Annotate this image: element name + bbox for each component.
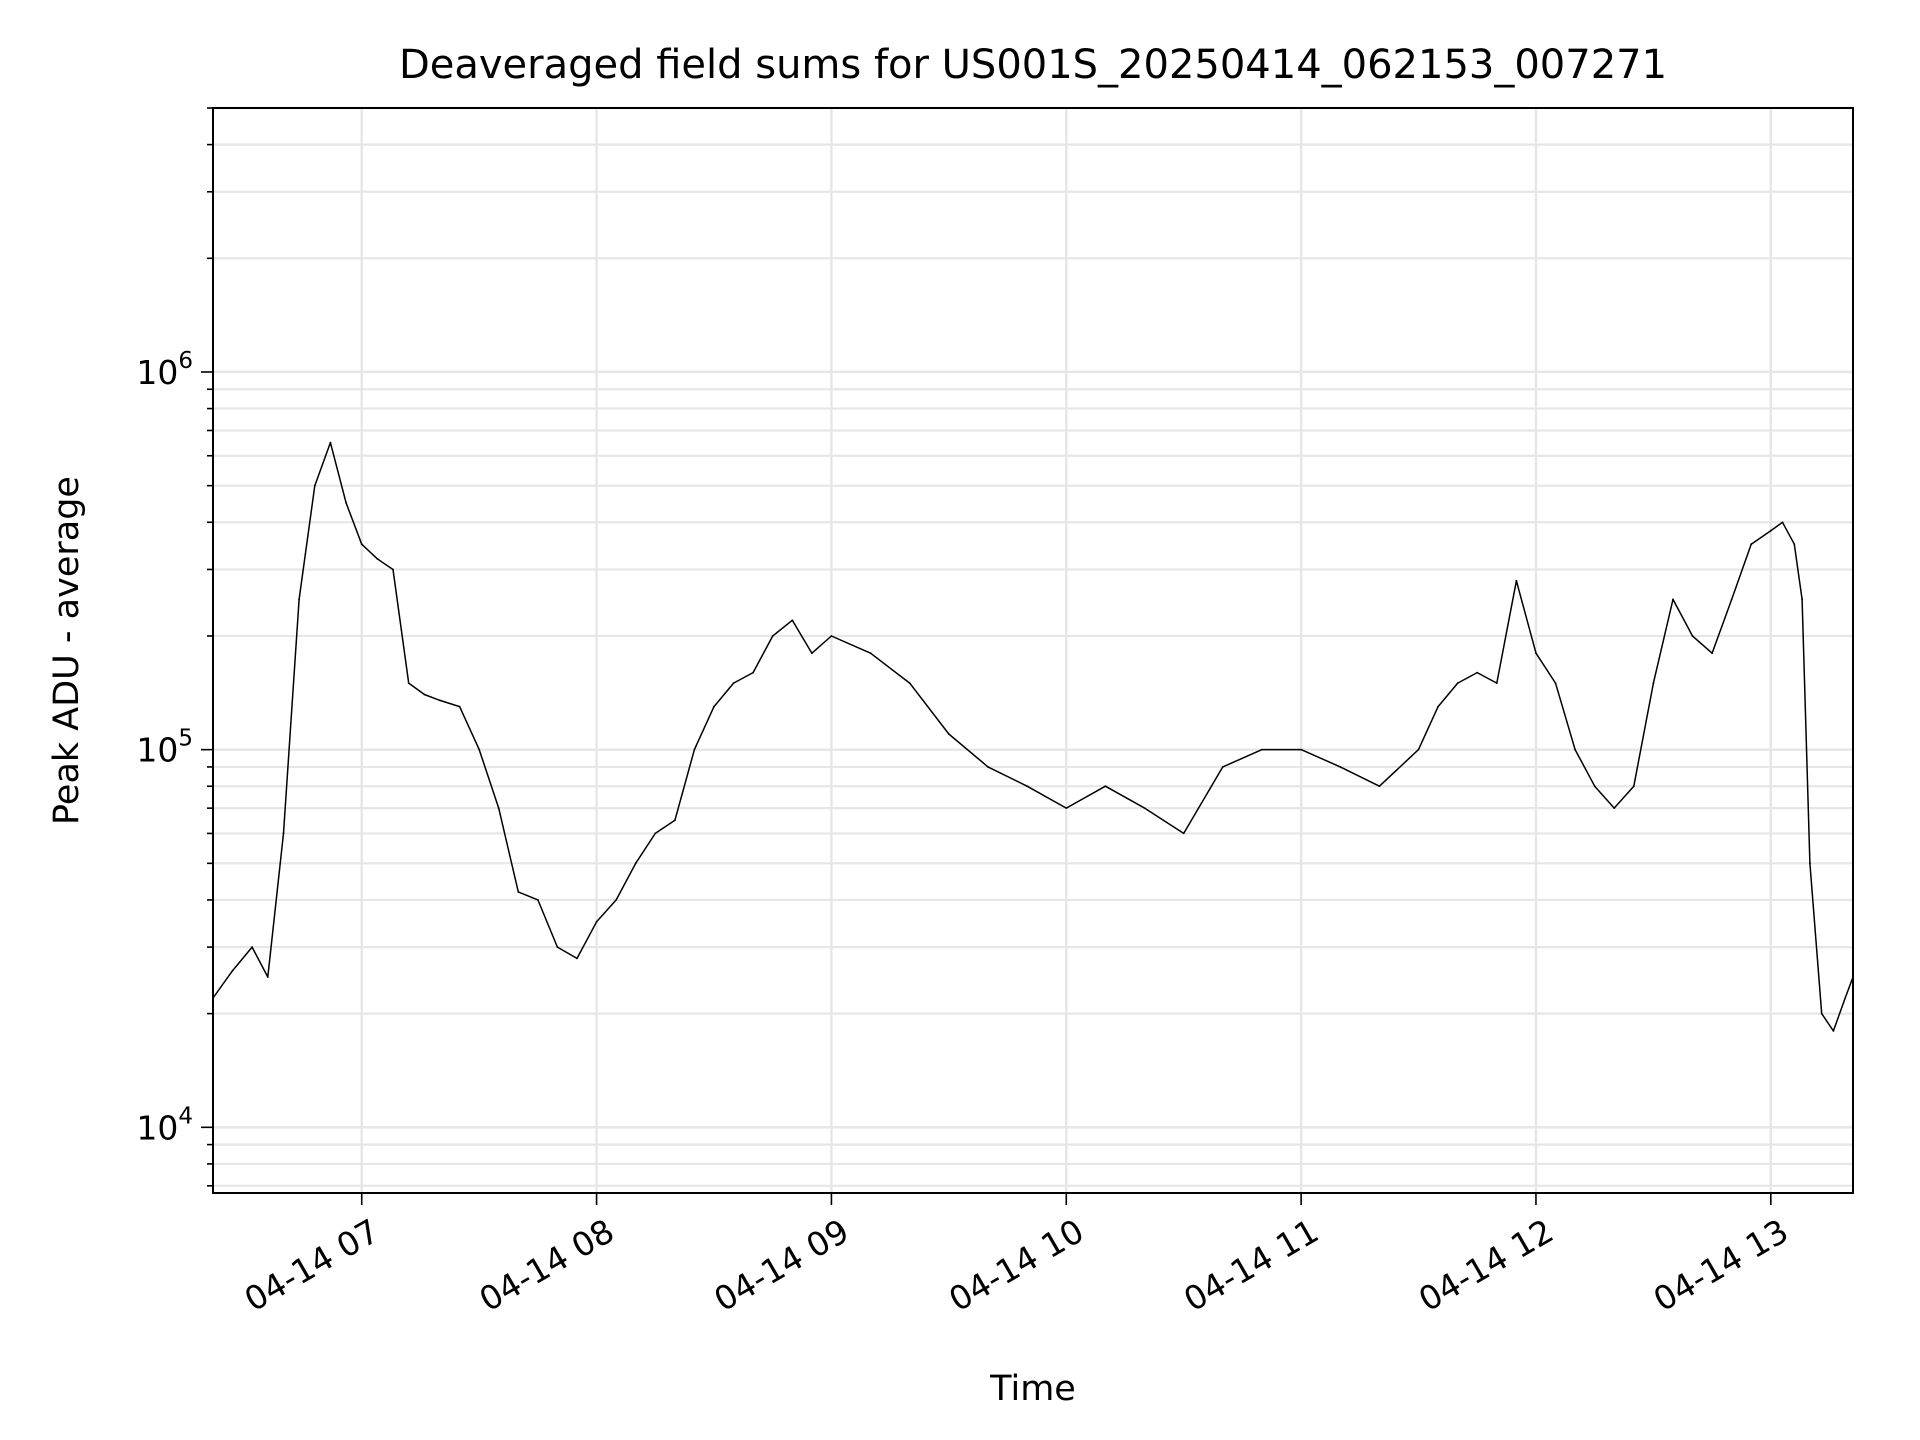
data-point xyxy=(791,619,794,622)
data-point xyxy=(1535,652,1537,655)
plot-frame xyxy=(212,107,1854,1194)
data-point xyxy=(908,682,911,684)
data-point xyxy=(376,558,379,560)
data-point xyxy=(1554,682,1557,684)
data-point xyxy=(1691,635,1694,637)
data-point xyxy=(537,899,539,901)
data-point xyxy=(1844,997,1847,999)
data-point xyxy=(1026,785,1028,788)
data-point xyxy=(752,671,754,674)
data-point xyxy=(1672,598,1674,601)
data-point xyxy=(674,819,676,822)
data-point xyxy=(313,484,316,487)
data-point xyxy=(517,891,520,893)
data-point xyxy=(1339,766,1342,768)
data-point xyxy=(1593,785,1596,788)
data-point xyxy=(1793,543,1796,546)
data-point xyxy=(1104,785,1107,788)
data-point xyxy=(1652,682,1655,684)
data-point xyxy=(497,807,500,809)
data-point xyxy=(1769,529,1772,532)
y-tick-label: 105 xyxy=(136,726,193,770)
data-point xyxy=(1750,543,1753,546)
data-point xyxy=(1456,682,1459,684)
data-point xyxy=(1417,748,1420,751)
data-point xyxy=(634,862,637,865)
data-point xyxy=(595,920,598,923)
y-tick-label: 106 xyxy=(136,348,193,392)
grid xyxy=(213,106,1853,1193)
data-point xyxy=(1065,807,1068,809)
data-point xyxy=(360,543,363,546)
data-point xyxy=(392,568,394,571)
data-point xyxy=(1711,652,1713,655)
series-line xyxy=(212,441,1854,1032)
data-point xyxy=(423,693,426,696)
data-point xyxy=(1143,807,1146,809)
data-point xyxy=(713,705,715,708)
series-layer xyxy=(212,441,1854,1032)
data-point xyxy=(1261,748,1263,751)
data-point xyxy=(811,652,813,655)
data-point xyxy=(987,766,989,768)
data-point xyxy=(615,899,618,901)
data-point xyxy=(1378,785,1381,788)
data-point xyxy=(298,598,300,601)
data-point xyxy=(830,635,833,637)
data-point xyxy=(251,946,254,948)
data-point xyxy=(266,976,269,978)
data-point xyxy=(654,832,657,835)
data-point xyxy=(478,748,481,751)
data-point xyxy=(1632,785,1635,788)
chart-title: Deaveraged field sums for US001S_2025041… xyxy=(399,42,1667,88)
data-point xyxy=(1476,671,1479,674)
data-point xyxy=(231,969,234,972)
data-point xyxy=(458,705,461,708)
data-point xyxy=(576,957,578,960)
data-point xyxy=(345,502,347,504)
x-axis-label: Time xyxy=(989,1369,1076,1409)
y-tick-label: 104 xyxy=(136,1103,193,1147)
data-point xyxy=(1574,748,1576,751)
y-axis-label: Peak ADU - average xyxy=(47,476,87,825)
data-point xyxy=(1781,521,1784,524)
data-point xyxy=(1182,832,1185,835)
data-point xyxy=(869,652,872,655)
data-point xyxy=(407,682,410,684)
data-point xyxy=(771,635,774,637)
data-point xyxy=(1809,862,1811,865)
data-point xyxy=(1300,748,1302,751)
data-point xyxy=(1820,1012,1823,1015)
data-point xyxy=(693,748,696,751)
data-point xyxy=(947,733,950,735)
data-point xyxy=(1832,1030,1835,1032)
data-point xyxy=(1515,579,1518,582)
data-point xyxy=(282,832,285,835)
data-point xyxy=(1495,682,1498,684)
data-point xyxy=(439,699,441,702)
data-point xyxy=(556,946,559,948)
data-point xyxy=(1437,705,1439,708)
data-point xyxy=(732,682,735,684)
data-point xyxy=(1613,807,1616,809)
data-point xyxy=(1730,598,1733,601)
data-point xyxy=(329,441,332,444)
data-point xyxy=(1221,766,1224,768)
data-point xyxy=(1801,598,1803,601)
